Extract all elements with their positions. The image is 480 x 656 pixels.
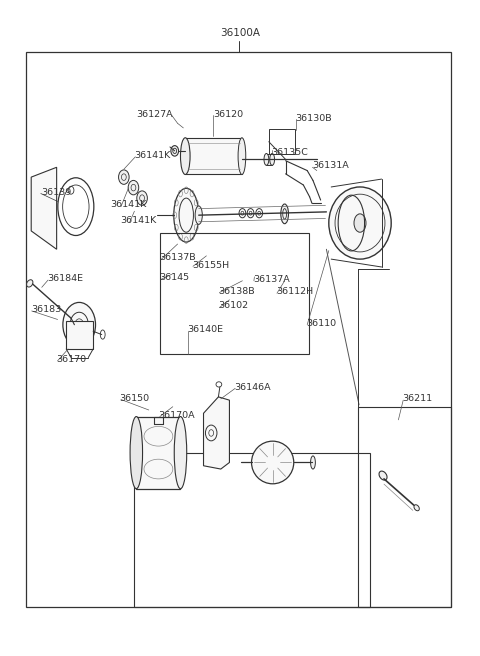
Text: 36170: 36170 xyxy=(57,355,87,364)
Ellipse shape xyxy=(130,417,143,489)
Bar xyxy=(160,233,309,354)
Ellipse shape xyxy=(180,138,190,174)
Text: 36140E: 36140E xyxy=(187,325,223,335)
Ellipse shape xyxy=(195,206,203,224)
Ellipse shape xyxy=(311,456,315,469)
Text: 36130B: 36130B xyxy=(295,113,332,123)
Polygon shape xyxy=(31,167,57,249)
Bar xyxy=(136,417,180,489)
Ellipse shape xyxy=(128,180,139,195)
Text: 36135C: 36135C xyxy=(271,148,308,157)
Text: 36145: 36145 xyxy=(159,273,190,282)
Ellipse shape xyxy=(264,154,269,165)
Ellipse shape xyxy=(174,417,187,489)
Bar xyxy=(269,129,295,154)
Ellipse shape xyxy=(329,187,391,259)
Bar xyxy=(185,138,242,174)
Text: 36155H: 36155H xyxy=(192,260,229,270)
Text: 36102: 36102 xyxy=(218,301,249,310)
Text: 36131A: 36131A xyxy=(312,161,349,170)
Bar xyxy=(26,52,451,607)
Polygon shape xyxy=(204,397,229,469)
Text: 36141K: 36141K xyxy=(120,216,156,225)
Ellipse shape xyxy=(119,170,129,184)
Bar xyxy=(266,154,272,165)
Ellipse shape xyxy=(270,154,275,165)
Text: 36120: 36120 xyxy=(214,110,244,119)
Text: 36141K: 36141K xyxy=(134,151,171,160)
Ellipse shape xyxy=(238,138,246,174)
Text: 36150: 36150 xyxy=(119,394,149,403)
Ellipse shape xyxy=(414,504,420,511)
Text: 36137B: 36137B xyxy=(159,253,196,262)
Text: 36184E: 36184E xyxy=(47,274,83,283)
Ellipse shape xyxy=(75,319,84,331)
Ellipse shape xyxy=(252,441,294,484)
Bar xyxy=(358,407,451,607)
Text: 36139: 36139 xyxy=(41,188,71,197)
Text: 36141K: 36141K xyxy=(110,200,147,209)
Ellipse shape xyxy=(354,214,366,232)
Text: 36170A: 36170A xyxy=(158,411,195,420)
Text: 36100A: 36100A xyxy=(220,28,260,38)
Ellipse shape xyxy=(137,191,147,205)
Ellipse shape xyxy=(171,146,179,156)
Ellipse shape xyxy=(379,471,387,480)
Text: 36127A: 36127A xyxy=(136,110,173,119)
Text: 36211: 36211 xyxy=(402,394,432,403)
Ellipse shape xyxy=(63,302,96,347)
Ellipse shape xyxy=(281,204,288,224)
Text: 36146A: 36146A xyxy=(234,382,271,392)
Text: 36138B: 36138B xyxy=(218,287,255,296)
Text: 36110: 36110 xyxy=(306,319,336,328)
Bar xyxy=(134,453,370,607)
Bar xyxy=(66,321,93,349)
Text: 36112H: 36112H xyxy=(276,287,313,296)
Text: 36137A: 36137A xyxy=(253,275,290,284)
Ellipse shape xyxy=(174,188,199,242)
Text: 36183: 36183 xyxy=(31,305,61,314)
Ellipse shape xyxy=(26,279,33,287)
